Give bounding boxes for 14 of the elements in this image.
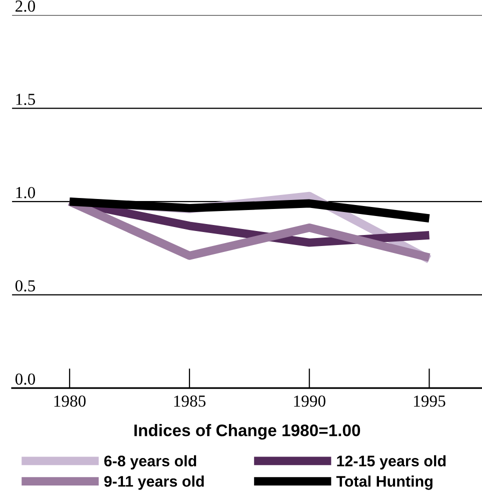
legend-label: Total Hunting — [336, 476, 432, 490]
legend-label: 12-15 years old — [337, 455, 446, 470]
x-tick-label: 1980 — [54, 396, 86, 407]
y-tick-label: 2.0 — [16, 0, 36, 12]
y-tick-label: 0.0 — [15, 373, 36, 385]
x-tick-label: 1990 — [294, 396, 326, 407]
y-tick-label: 1.5 — [16, 94, 36, 106]
x-tick-label: 1985 — [174, 396, 206, 407]
legend-label: 6-8 years old — [104, 455, 196, 470]
x-axis-title: Indices of Change 1980=1.00 — [134, 424, 360, 440]
x-tick-label: 1995 — [414, 396, 446, 407]
legend-label: 9-11 years old — [104, 476, 204, 490]
y-tick-label: 0.5 — [15, 280, 36, 292]
y-tick-label: 1.0 — [16, 186, 36, 198]
